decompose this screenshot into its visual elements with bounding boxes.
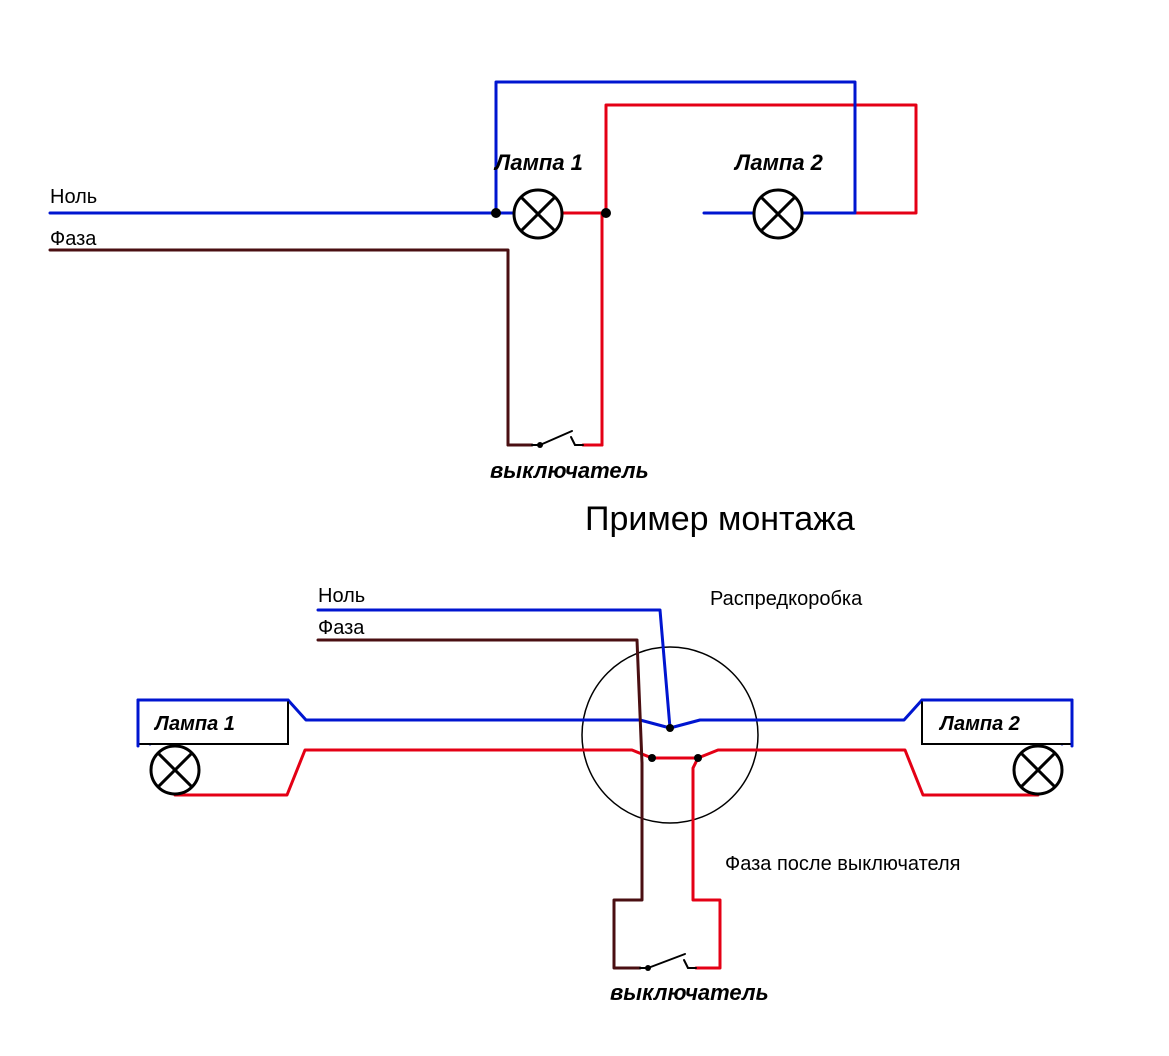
d1-lamp2 [754,190,802,238]
d2-neutral-in [318,610,670,728]
d1-lamp1-label: Лампа 1 [493,150,583,175]
d2-red-left [175,750,652,795]
junction-box-icon [582,647,758,823]
d2-switch-lever [648,954,685,968]
d2-switch-label: выключатель [610,980,769,1005]
d1-lamp1 [514,190,562,238]
d2-neutral-label: Ноль [318,585,365,607]
d1-lamp2-label: Лампа 2 [733,150,824,175]
d2-lamp2 [1014,746,1062,794]
d1-switch-label: выключатель [490,458,649,483]
d2-lamp1 [151,746,199,794]
d2-lamp2-label: Лампа 2 [938,713,1020,735]
d2-phase-in [318,640,642,763]
d1-neutral-label: Ноль [50,186,97,208]
title: Пример монтажа [585,500,855,538]
d2-lamp1-label: Лампа 1 [153,713,235,735]
d1-phase-label: Фаза [50,228,97,250]
d2-phase-label: Фаза [318,617,365,639]
d1-switch-lever [540,431,572,445]
d2-phase-after-label: Фаза после выключателя [725,853,960,875]
d2-red-down [693,758,720,968]
d2-phase-down [614,763,642,968]
d2-jbox-label: Распредкоробка [710,588,863,610]
d1-phase [50,250,508,445]
